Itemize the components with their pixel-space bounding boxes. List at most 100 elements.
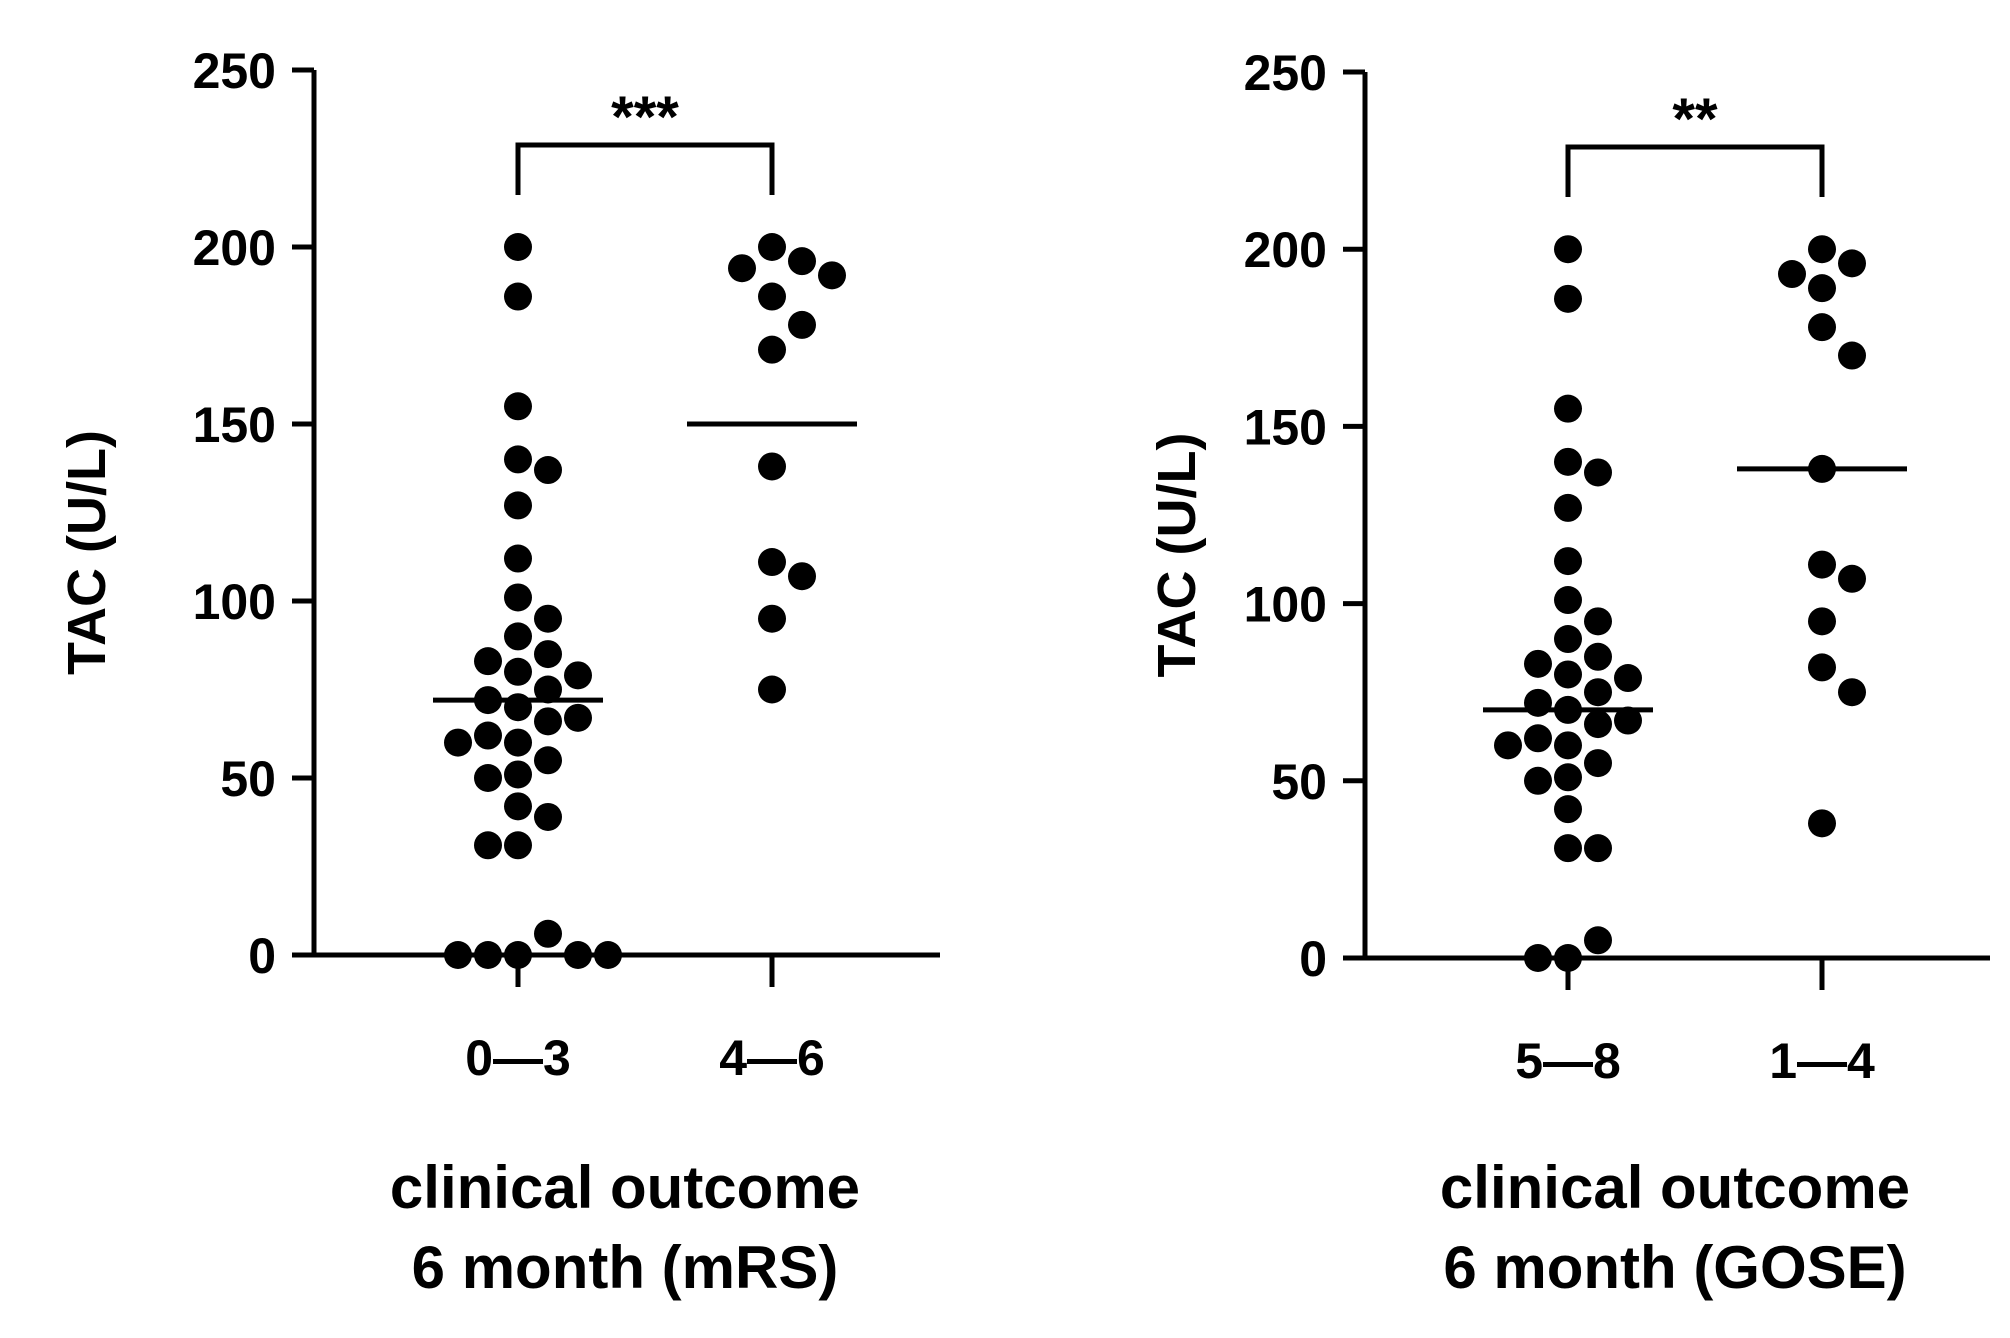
data-point	[534, 746, 562, 775]
data-point	[818, 261, 846, 290]
y-tick-label: 200	[193, 220, 276, 276]
y-tick-label: 0	[248, 928, 276, 984]
data-point	[534, 707, 562, 736]
data-point	[504, 831, 532, 860]
data-point	[1808, 607, 1836, 636]
data-point	[1584, 926, 1612, 955]
data-point	[758, 452, 786, 481]
data-point	[504, 445, 532, 474]
data-point	[504, 941, 532, 969]
data-point	[758, 604, 786, 633]
data-point	[474, 941, 502, 969]
data-point	[504, 392, 532, 421]
data-point	[728, 254, 756, 283]
x-axis-title-line: clinical outcome	[1440, 1154, 1910, 1221]
data-point	[1838, 341, 1866, 370]
data-point	[1584, 678, 1612, 707]
data-point	[1808, 550, 1836, 579]
data-point	[504, 760, 532, 789]
data-point	[1554, 625, 1582, 654]
data-point	[1584, 834, 1612, 863]
data-point	[1584, 749, 1612, 778]
data-point	[1554, 235, 1582, 264]
significance-label: **	[1672, 87, 1718, 152]
data-point	[504, 622, 532, 651]
data-point	[444, 728, 472, 757]
data-point	[1838, 678, 1866, 707]
data-point	[1614, 706, 1642, 735]
data-point	[534, 802, 562, 831]
data-point	[1554, 660, 1582, 689]
y-tick-label: 200	[1244, 222, 1327, 278]
data-point	[1554, 795, 1582, 824]
data-point	[1554, 944, 1582, 972]
y-tick-label: 50	[220, 751, 276, 807]
data-point	[1554, 586, 1582, 615]
y-axis-label: TAC (U/L)	[57, 430, 117, 675]
chart-panel-2: 0 50 100 150 200 250 5—8 1—4 TAC (U/L) clinical o…	[1147, 45, 1990, 1301]
data-point	[1808, 313, 1836, 342]
data-point	[534, 919, 562, 948]
x-tick-label: 0—3	[465, 1030, 571, 1086]
data-point	[474, 831, 502, 860]
y-tick-label: 0	[1299, 931, 1327, 987]
data-point	[1584, 642, 1612, 671]
y-tick-label: 100	[1244, 577, 1327, 633]
data-point	[564, 703, 592, 732]
data-point	[1524, 944, 1552, 972]
significance-bracket	[515, 142, 775, 195]
data-point	[534, 640, 562, 669]
data-point	[1554, 547, 1582, 576]
x-axis-title-line: clinical outcome	[390, 1154, 860, 1221]
y-axis-label: TAC (U/L)	[1147, 433, 1207, 678]
y-tick-label: 250	[1244, 45, 1327, 101]
data-point	[1584, 607, 1612, 636]
data-point	[534, 675, 562, 704]
data-point	[1554, 284, 1582, 313]
data-point	[1554, 394, 1582, 423]
data-point	[444, 941, 472, 969]
data-point	[1524, 724, 1552, 753]
data-point	[1584, 710, 1612, 739]
data-point	[788, 310, 816, 339]
data-point	[474, 647, 502, 676]
data-point	[1838, 249, 1866, 278]
data-point	[1524, 688, 1552, 717]
data-point	[504, 657, 532, 686]
data-point	[504, 693, 532, 722]
data-point	[1838, 564, 1866, 593]
data-point	[1584, 458, 1612, 487]
y-tick-label: 100	[193, 574, 276, 630]
data-point	[564, 661, 592, 690]
data-point	[474, 721, 502, 750]
data-point	[1524, 766, 1552, 795]
x-tick-label: 4—6	[719, 1030, 825, 1086]
data-point	[788, 562, 816, 591]
data-point	[758, 233, 786, 261]
chart-panel-1: 0 50 100 150 200 250 0—3 4—6 TAC (U/L) clinical o…	[57, 43, 940, 1301]
y-tick-label: 150	[193, 397, 276, 453]
data-point	[1614, 664, 1642, 693]
data-point	[1554, 834, 1582, 863]
data-point	[1778, 260, 1806, 289]
x-tick-label: 5—8	[1515, 1033, 1621, 1089]
y-tick-label: 50	[1271, 754, 1327, 810]
data-point	[504, 728, 532, 757]
x-tick-label: 1—4	[1769, 1033, 1875, 1089]
data-point	[504, 792, 532, 821]
data-point	[1554, 493, 1582, 522]
data-point	[534, 456, 562, 485]
x-axis-title-line: 6 month (GOSE)	[1443, 1234, 1906, 1301]
x-axis-title-line: 6 month (mRS)	[412, 1234, 839, 1301]
y-tick-label: 150	[1244, 399, 1327, 455]
data-point	[1808, 809, 1836, 838]
data-point	[504, 233, 532, 261]
data-point	[758, 282, 786, 311]
data-point	[504, 282, 532, 311]
significance-label: ***	[611, 85, 679, 150]
data-point	[758, 335, 786, 364]
data-point	[1494, 731, 1522, 760]
data-point	[1808, 235, 1836, 264]
significance-bracket	[1565, 144, 1825, 197]
data-point	[1554, 731, 1582, 760]
